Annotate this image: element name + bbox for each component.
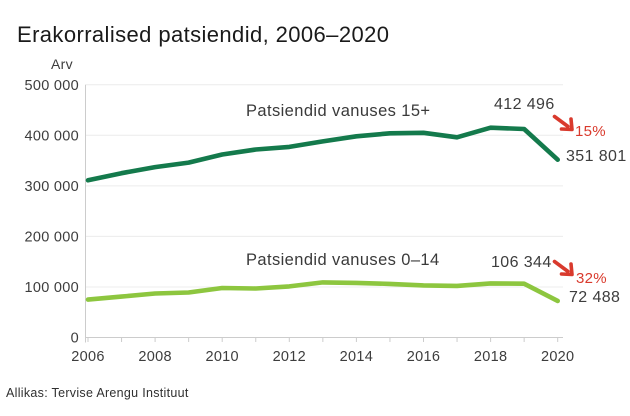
series-label-15plus: Patsiendid vanuses 15+ — [246, 102, 431, 120]
y-tick-label: 500 000 — [24, 78, 79, 94]
decline-arrow-icon-0-14 — [551, 257, 578, 284]
series-lines — [85, 125, 561, 304]
x-tick-label: 2008 — [138, 349, 171, 365]
peak-value-0-14: 106 344 — [491, 254, 552, 271]
x-tick-label: 2010 — [205, 349, 238, 365]
x-axis-tick-labels: 2006 2008 2010 2012 2014 2016 2018 2020 — [71, 349, 574, 365]
y-tick-label: 200 000 — [24, 229, 79, 245]
y-axis-tick-labels: 0 100 000 200 000 300 000 400 000 500 000 — [24, 78, 79, 347]
end-value-0-14: 72 488 — [569, 289, 621, 306]
x-tick-label: 2020 — [541, 349, 574, 365]
series-line-15plus — [85, 125, 561, 183]
drop-percent-15plus: 15% — [575, 123, 606, 140]
gridlines — [85, 84, 563, 338]
x-tick-label: 2018 — [474, 349, 507, 365]
chart-title: Erakorralised patsiendid, 2006–2020 — [17, 22, 390, 47]
x-tick-label: 2014 — [340, 349, 373, 365]
y-tick-label: 100 000 — [24, 280, 79, 296]
decline-arrow-icon-15plus — [551, 112, 578, 139]
axes — [85, 84, 559, 343]
y-tick-label: 300 000 — [24, 179, 79, 195]
drop-percent-0-14: 32% — [576, 270, 607, 287]
series-label-0-14: Patsiendid vanuses 0–14 — [246, 251, 440, 269]
x-tick-label: 2016 — [407, 349, 440, 365]
x-tick-label: 2006 — [71, 349, 104, 365]
source-attribution: Allikas: Tervise Arengu Instituut — [6, 386, 189, 400]
y-tick-label: 400 000 — [24, 128, 79, 144]
peak-value-15plus: 412 496 — [494, 96, 555, 113]
y-axis-unit-label: Arv — [51, 56, 73, 72]
y-tick-label: 0 — [71, 331, 79, 347]
end-value-15plus: 351 801 — [566, 148, 627, 165]
x-tick-label: 2012 — [273, 349, 306, 365]
series-line-0-14 — [85, 280, 561, 304]
